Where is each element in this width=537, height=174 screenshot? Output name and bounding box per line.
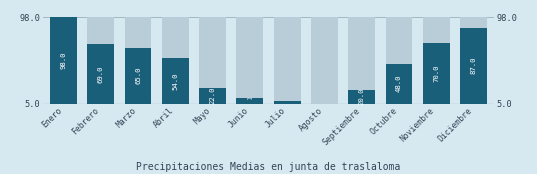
Text: 8.0: 8.0 bbox=[284, 87, 290, 100]
Text: 54.0: 54.0 bbox=[172, 72, 178, 90]
Bar bbox=[274, 17, 301, 104]
Text: 11.0: 11.0 bbox=[247, 82, 253, 100]
Bar bbox=[386, 64, 412, 104]
Bar bbox=[236, 17, 263, 104]
Bar bbox=[162, 58, 188, 104]
Text: Precipitaciones Medias en junta de traslaloma: Precipitaciones Medias en junta de trasl… bbox=[136, 162, 401, 172]
Text: 20.0: 20.0 bbox=[359, 88, 365, 105]
Text: 69.0: 69.0 bbox=[98, 65, 104, 83]
Bar bbox=[199, 88, 226, 104]
Text: 5.0: 5.0 bbox=[322, 90, 328, 103]
Text: 22.0: 22.0 bbox=[209, 87, 215, 104]
Bar bbox=[88, 17, 114, 104]
Bar bbox=[460, 17, 487, 104]
Text: 98.0: 98.0 bbox=[61, 52, 67, 69]
Text: 48.0: 48.0 bbox=[396, 75, 402, 92]
Bar bbox=[311, 17, 338, 104]
Bar bbox=[386, 17, 412, 104]
Bar bbox=[349, 90, 375, 104]
Bar bbox=[349, 17, 375, 104]
Bar bbox=[50, 17, 77, 104]
Bar bbox=[236, 98, 263, 104]
Bar bbox=[423, 43, 449, 104]
Bar bbox=[460, 27, 487, 104]
Bar bbox=[274, 101, 301, 104]
Bar bbox=[423, 17, 449, 104]
Bar bbox=[125, 48, 151, 104]
Text: 70.0: 70.0 bbox=[433, 65, 439, 82]
Text: 65.0: 65.0 bbox=[135, 67, 141, 85]
Bar bbox=[162, 17, 188, 104]
Bar bbox=[125, 17, 151, 104]
Bar bbox=[50, 17, 77, 104]
Text: 87.0: 87.0 bbox=[470, 57, 476, 74]
Bar bbox=[88, 44, 114, 104]
Bar bbox=[199, 17, 226, 104]
